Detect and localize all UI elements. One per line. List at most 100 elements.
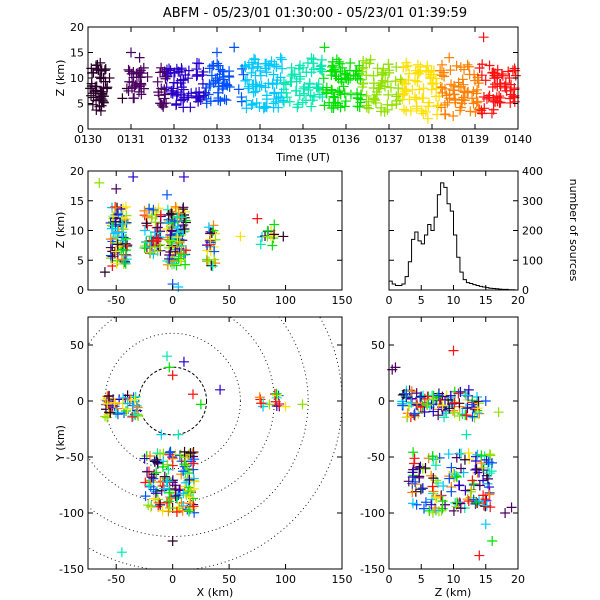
source-marker (111, 258, 122, 269)
source-marker (269, 219, 280, 230)
source-marker (179, 459, 190, 470)
source-marker (432, 101, 443, 112)
source-marker (169, 67, 179, 78)
source-marker (180, 226, 191, 237)
source-marker (153, 90, 164, 101)
source-marker (120, 258, 131, 269)
source-marker (401, 412, 412, 423)
source-marker (415, 461, 426, 472)
source-marker (487, 536, 498, 546)
source-marker (166, 209, 177, 220)
source-marker (361, 90, 372, 101)
source-marker (166, 88, 177, 99)
source-marker (167, 536, 178, 546)
source-marker (455, 102, 466, 113)
source-marker (466, 399, 477, 410)
source-marker (240, 75, 251, 86)
source-marker (305, 90, 316, 101)
x-tick-label: 0135 (289, 133, 317, 146)
source-marker (436, 59, 447, 70)
source-marker (363, 103, 374, 114)
source-marker (328, 91, 339, 102)
z-y-xlabel: Z (km) (435, 586, 472, 599)
x-tick-label: 100 (275, 294, 296, 307)
source-marker (93, 65, 104, 76)
y-tick-label: 5 (77, 98, 84, 111)
source-marker (459, 87, 470, 98)
source-marker (134, 81, 145, 92)
source-marker (406, 397, 417, 408)
source-marker (112, 239, 123, 250)
source-marker (423, 66, 434, 77)
source-marker (259, 102, 270, 113)
source-marker (139, 205, 150, 216)
source-marker (236, 96, 247, 107)
x-tick-label: 0140 (504, 133, 532, 146)
source-marker (205, 81, 216, 92)
source-marker (260, 82, 271, 93)
source-marker (178, 220, 189, 231)
source-marker (246, 57, 257, 68)
x-tick-label: 0131 (117, 133, 145, 146)
source-marker (165, 446, 176, 457)
source-marker (340, 96, 351, 107)
source-marker (313, 79, 324, 90)
source-marker (132, 402, 143, 413)
source-marker (450, 97, 461, 108)
source-marker (361, 102, 372, 113)
source-marker (105, 234, 116, 245)
source-marker (409, 458, 420, 469)
source-marker (408, 447, 419, 458)
x-tick-label: 20 (511, 573, 525, 586)
source-marker (129, 394, 140, 405)
x-tick-label: 15 (479, 294, 493, 307)
source-marker (105, 217, 116, 228)
source-marker (207, 261, 218, 272)
source-marker (212, 47, 222, 58)
x-tick-label: 20 (511, 294, 525, 307)
source-marker (451, 452, 462, 463)
source-marker (461, 429, 472, 440)
source-marker (447, 398, 458, 409)
source-marker (507, 65, 518, 76)
source-marker (102, 399, 113, 410)
x-tick-label: 0133 (203, 133, 231, 146)
x-tick-label: 0 (386, 294, 393, 307)
source-marker (164, 487, 175, 498)
source-marker (156, 429, 167, 440)
source-marker (278, 77, 289, 88)
x-tick-label: 0139 (461, 133, 489, 146)
source-marker (277, 63, 288, 74)
source-marker (391, 62, 402, 73)
source-marker (387, 100, 398, 111)
source-marker (217, 66, 228, 77)
source-marker (415, 61, 426, 72)
source-marker (167, 460, 178, 471)
y-tick-label: -100 (59, 507, 84, 520)
source-marker (208, 60, 219, 71)
source-marker (183, 90, 194, 101)
source-marker (96, 93, 107, 104)
source-marker (195, 399, 206, 410)
x-tick-label: 0130 (74, 133, 102, 146)
x-tick-label: 0 (169, 294, 176, 307)
source-marker (357, 82, 368, 93)
source-marker (169, 216, 180, 227)
source-marker (470, 464, 481, 475)
source-marker (251, 98, 262, 109)
source-marker (479, 103, 490, 114)
source-marker (332, 87, 343, 98)
source-marker (254, 81, 265, 92)
source-marker (117, 93, 128, 104)
source-marker (337, 62, 348, 73)
source-marker (128, 72, 139, 83)
source-marker (104, 390, 115, 401)
source-marker (431, 83, 442, 94)
source-marker (455, 503, 466, 514)
source-marker (267, 78, 278, 89)
source-marker (170, 491, 181, 502)
source-marker (358, 78, 369, 89)
source-marker (144, 203, 155, 214)
source-marker (243, 83, 254, 94)
source-marker (193, 96, 204, 107)
